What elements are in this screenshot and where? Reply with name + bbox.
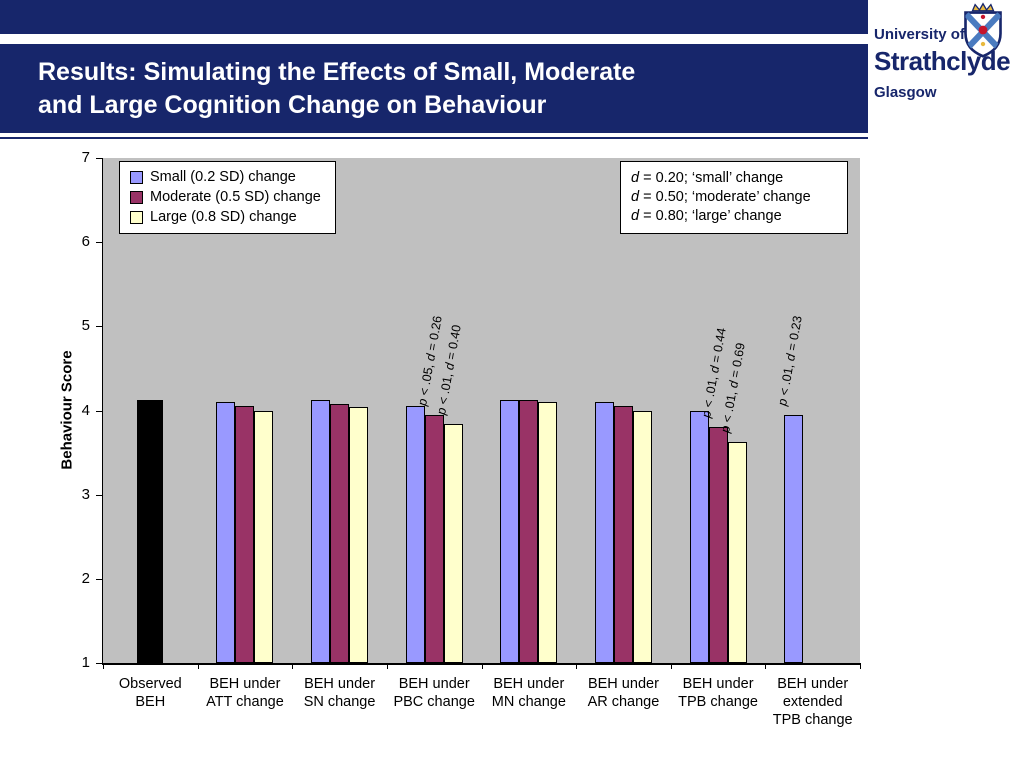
x-axis-tick: [292, 663, 294, 669]
note-line-large: d = 0.80; ‘large’ change: [631, 208, 782, 224]
legend-item-small: Small (0.2 SD) change: [130, 169, 321, 186]
legend-label-moderate: Moderate (0.5 SD) change: [150, 189, 321, 205]
university-logo: University of Strathclyde Glasgow: [868, 0, 1024, 142]
logo-text-strathclyde: Strathclyde: [874, 46, 1011, 76]
slide-title-line-2: and Large Cognition Change on Behaviour: [38, 91, 547, 119]
legend-label-small: Small (0.2 SD) change: [150, 169, 296, 185]
y-axis-tick-label: 4: [81, 401, 90, 419]
x-axis-tick: [670, 663, 672, 669]
x-axis-category-label: BEH under MN change: [491, 676, 566, 710]
x-axis-category-label: BEH under AR change: [587, 676, 660, 710]
header-top-strip: [0, 0, 868, 34]
bar-large: [727, 442, 747, 663]
y-axis-tick-label: 2: [81, 569, 90, 587]
legend-swatch-moderate-icon: [130, 191, 143, 204]
bar-small: [311, 400, 331, 663]
bar-small: [594, 402, 614, 663]
header-underline: [0, 137, 868, 139]
y-axis-tick: [96, 158, 103, 159]
x-axis-category-label: BEH under SN change: [303, 676, 376, 710]
university-crest-icon: [964, 2, 1002, 58]
legend-item-moderate: Moderate (0.5 SD) change: [130, 189, 321, 206]
y-axis-tick: [96, 242, 103, 244]
y-axis-title: Behaviour Score: [58, 350, 76, 470]
legend-item-large: Large (0.8 SD) change: [130, 209, 321, 226]
x-axis-category-label: BEH under extended TPB change: [772, 676, 853, 728]
x-axis-tick: [386, 663, 388, 669]
y-axis-line: [102, 158, 103, 664]
bar-moderate: [330, 403, 350, 663]
logo-text-glasgow: Glasgow: [874, 84, 937, 101]
bar-large: [254, 410, 274, 663]
y-axis-tick: [96, 326, 103, 328]
x-axis-category-label: BEH under PBC change: [393, 676, 475, 710]
bar-moderate: [519, 400, 539, 663]
x-axis-tick: [860, 663, 861, 669]
x-axis-category-label: BEH under ATT change: [206, 676, 284, 710]
y-axis-tick: [96, 663, 103, 664]
y-axis-tick-label: 5: [81, 317, 90, 335]
x-axis-tick: [481, 663, 483, 669]
bar-observed: [137, 399, 164, 663]
x-axis-line: [102, 663, 860, 665]
y-axis-tick-label: 7: [81, 149, 90, 166]
effect-size-note: d = 0.20; ‘small’ change d = 0.50; ‘mode…: [620, 161, 848, 234]
y-axis-tick-label: 3: [81, 485, 90, 503]
bar-large: [632, 410, 652, 663]
bar-small: [784, 414, 804, 663]
y-axis-tick: [96, 578, 103, 580]
bar-moderate: [424, 414, 444, 663]
chart-legend: Small (0.2 SD) change Moderate (0.5 SD) …: [119, 161, 336, 234]
legend-label-large: Large (0.8 SD) change: [150, 209, 297, 225]
legend-swatch-large-icon: [130, 211, 143, 224]
bar-small: [500, 400, 520, 663]
logo-text-university-of: University of: [874, 26, 965, 43]
note-line-small: d = 0.20; ‘small’ change: [631, 170, 784, 186]
x-axis-category-label: Observed BEH: [118, 676, 182, 710]
y-axis-tick: [96, 410, 103, 412]
x-axis-tick: [197, 663, 199, 669]
bar-small: [216, 402, 236, 663]
x-axis-tick: [103, 663, 104, 669]
bar-moderate: [708, 427, 728, 663]
x-axis-tick: [765, 663, 767, 669]
note-line-moderate: d = 0.50; ‘moderate’ change: [631, 189, 811, 205]
x-axis-tick: [576, 663, 578, 669]
y-axis-tick-label: 6: [81, 233, 90, 251]
header-title-band: Results: Simulating the Effects of Small…: [0, 44, 868, 133]
bar-small: [405, 406, 425, 663]
bar-moderate: [613, 406, 633, 663]
x-axis-category-label: BEH under TPB change: [678, 676, 758, 710]
y-axis-tick: [96, 494, 103, 496]
bar-large: [349, 407, 369, 663]
bar-small: [689, 410, 709, 663]
legend-swatch-small-icon: [130, 171, 143, 184]
slide-title-line-1: Results: Simulating the Effects of Small…: [38, 58, 636, 86]
y-axis-tick-label: 1: [81, 654, 90, 671]
bar-large: [538, 402, 558, 663]
bar-large: [443, 423, 463, 663]
bar-moderate: [235, 406, 255, 663]
